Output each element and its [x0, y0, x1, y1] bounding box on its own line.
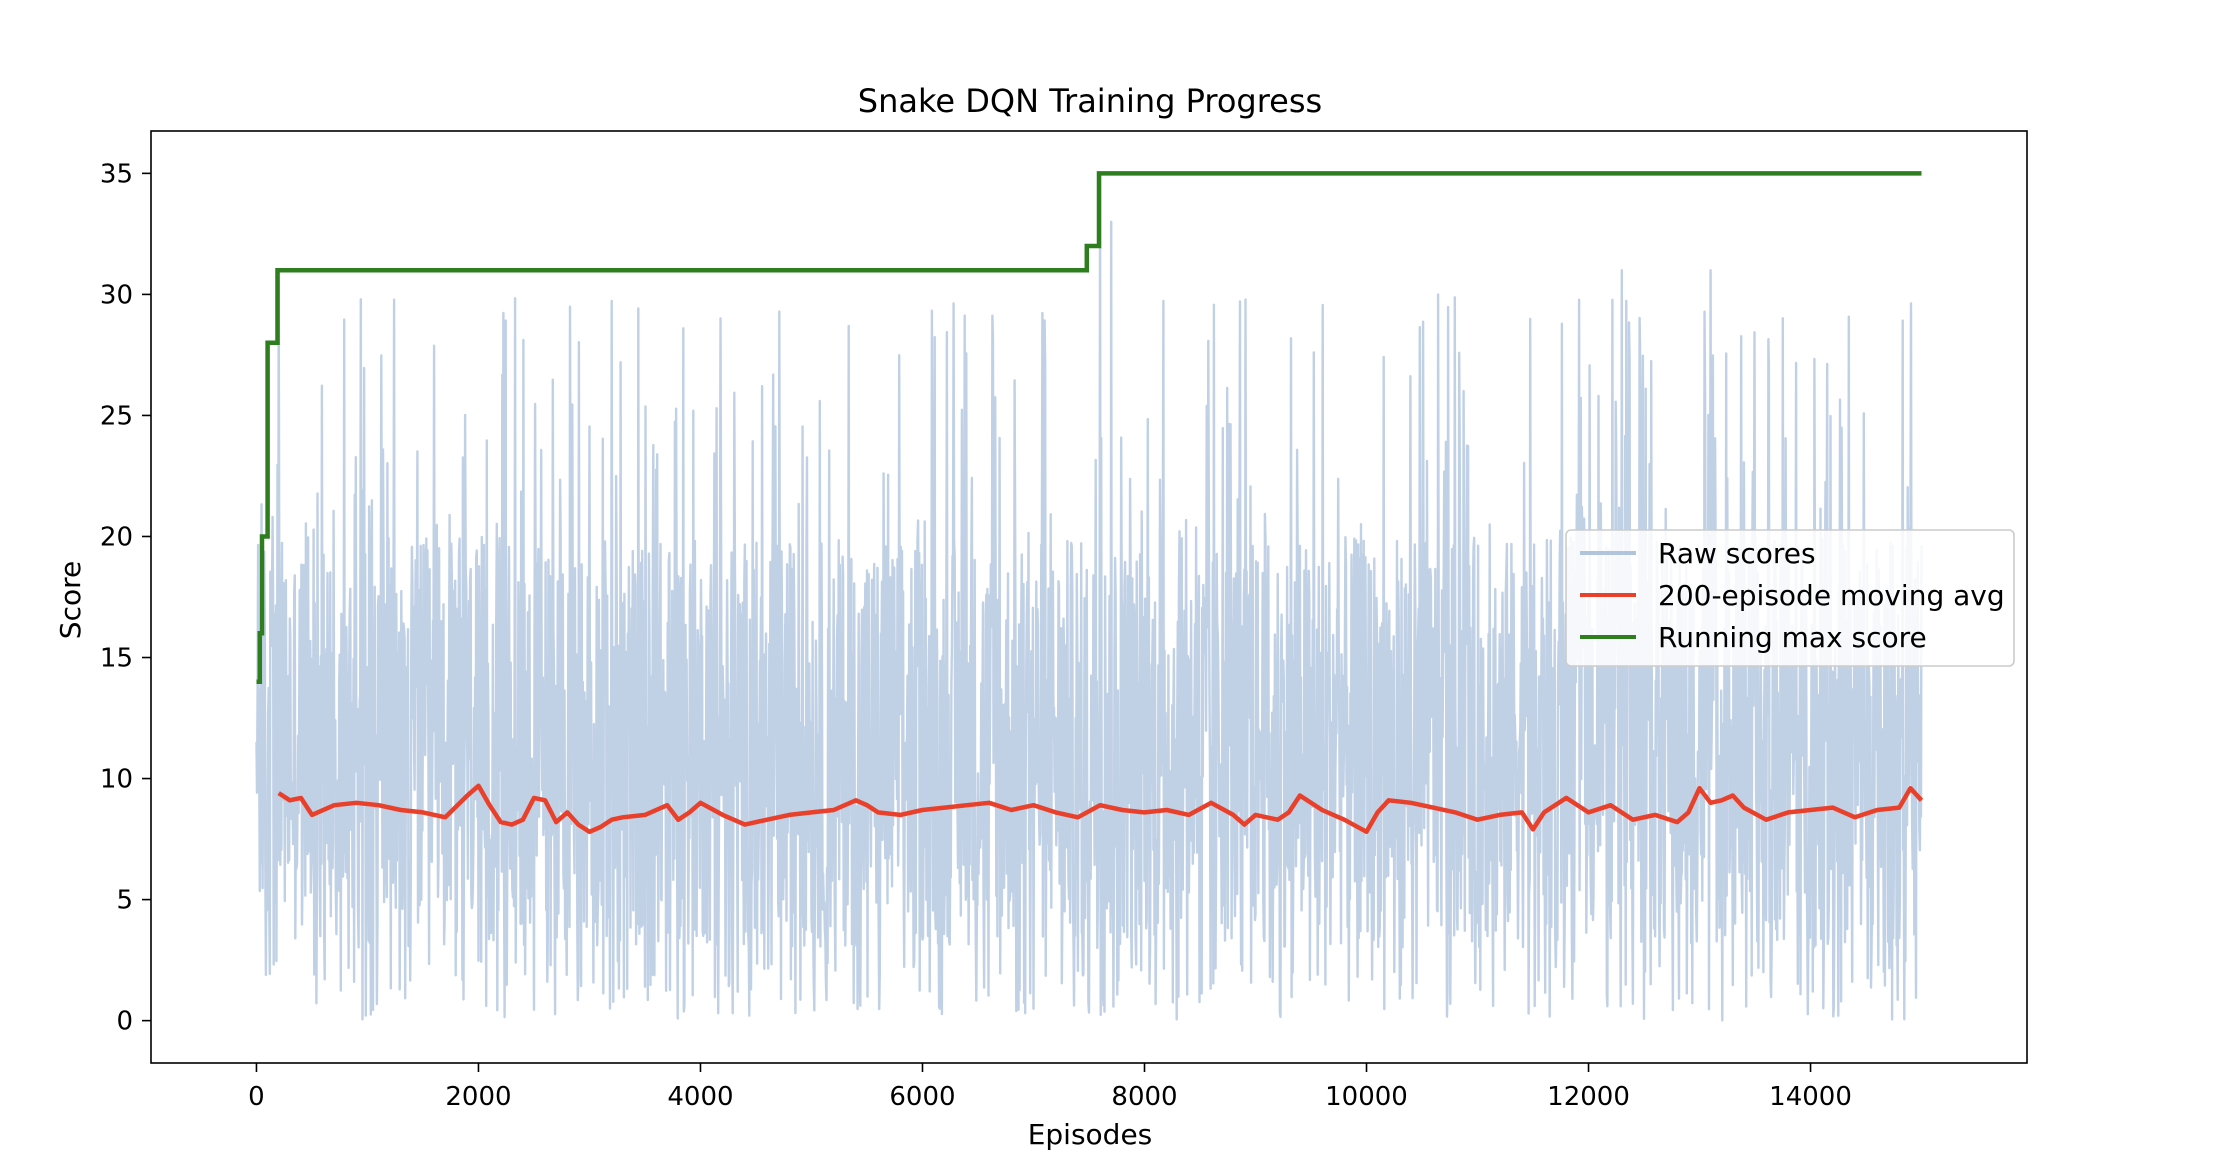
plot-area	[255, 171, 1924, 1022]
y-tick-label: 35	[100, 159, 133, 189]
x-axis-label: Episodes	[1028, 1118, 1153, 1151]
raw-scores-line	[255, 172, 1923, 1022]
y-axis-ticks: 0 5 10 15 20 25 30 35	[100, 159, 151, 1037]
y-tick-label: 0	[116, 1007, 133, 1037]
x-tick-label: 4000	[667, 1082, 733, 1112]
x-tick-label: 12000	[1547, 1082, 1630, 1112]
moving-avg-series	[277, 783, 1924, 835]
y-tick-label: 15	[100, 644, 133, 674]
legend-label-moving-avg: 200-episode moving avg	[1658, 579, 2005, 612]
raw-scores-series	[255, 172, 1923, 1022]
chart-title: Snake DQN Training Progress	[858, 82, 1322, 120]
x-tick-label: 6000	[889, 1082, 955, 1112]
legend-label-running-max: Running max score	[1658, 621, 1927, 654]
x-tick-label: 10000	[1325, 1082, 1408, 1112]
legend: Raw scores 200-episode moving avg Runnin…	[1565, 529, 2015, 667]
x-tick-label: 8000	[1111, 1082, 1177, 1112]
legend-label-raw-scores: Raw scores	[1658, 537, 1816, 570]
running-max-series	[256, 171, 1922, 684]
y-tick-label: 10	[100, 765, 133, 795]
x-tick-label: 0	[248, 1082, 265, 1112]
x-axis-ticks: 0 2000 4000 6000 8000 10000 12000 14000	[248, 1063, 1852, 1112]
y-tick-label: 25	[100, 401, 133, 431]
x-tick-label: 14000	[1769, 1082, 1852, 1112]
y-tick-label: 5	[116, 886, 133, 916]
plot-frame	[150, 130, 2028, 1064]
y-axis-label: Score	[54, 561, 87, 639]
moving-avg-line	[277, 783, 1924, 835]
y-tick-label: 30	[100, 280, 133, 310]
x-tick-label: 2000	[445, 1082, 511, 1112]
running-max-line	[256, 171, 1922, 684]
y-tick-label: 20	[100, 522, 133, 552]
legend-box	[1565, 529, 2015, 667]
